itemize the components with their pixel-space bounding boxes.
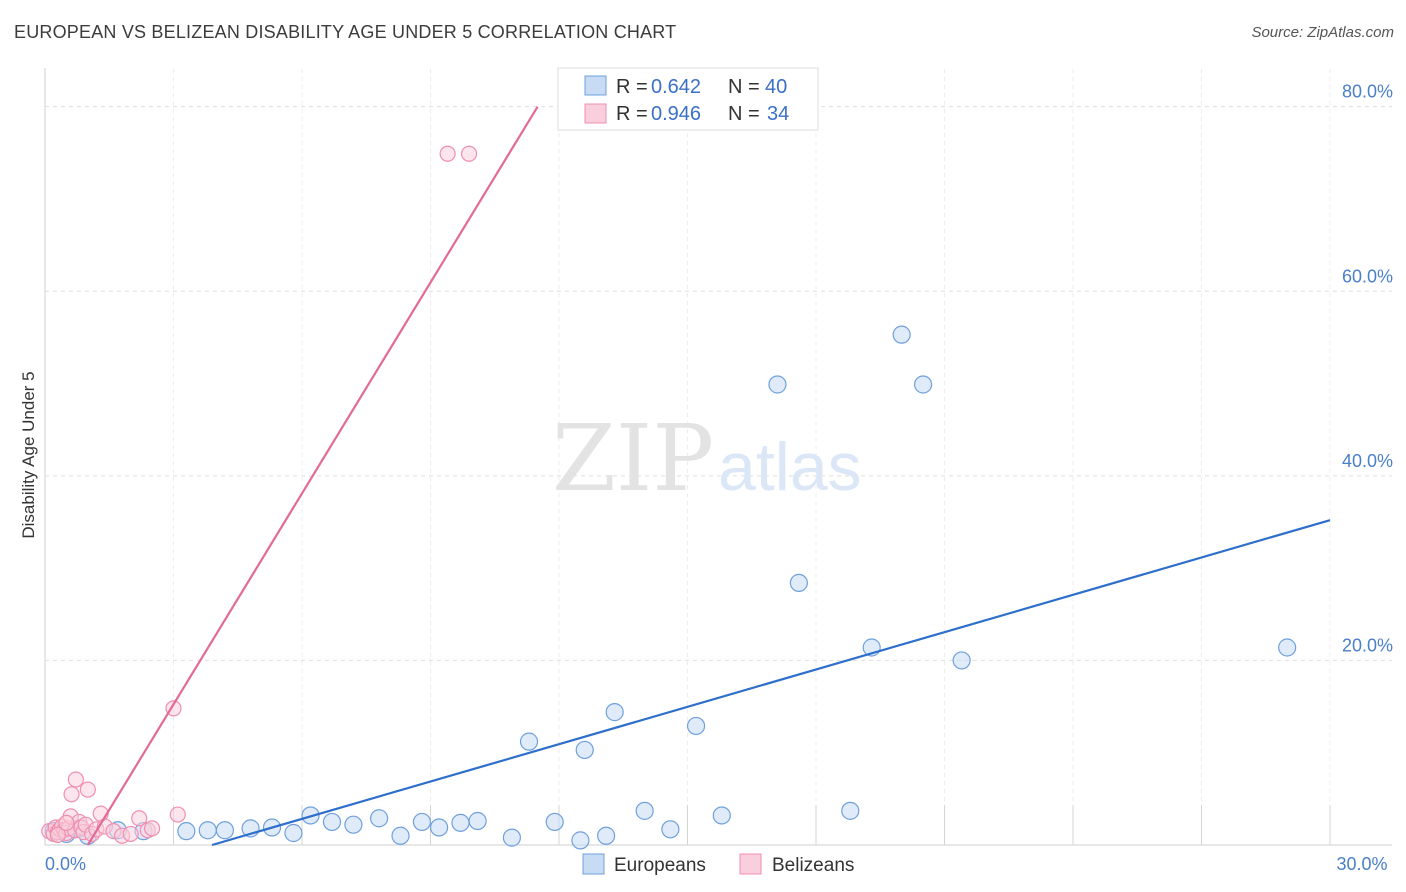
- bottom-legend-swatch-europeans: [582, 853, 605, 875]
- europeans-point-20: [468, 811, 487, 831]
- belizeans-point-27: [143, 820, 161, 837]
- europeans-point-8: [215, 821, 234, 840]
- belizeans-point-33: [58, 814, 75, 831]
- europeans-point-34: [841, 801, 860, 820]
- legend-europeans-r-label: R =: [616, 76, 648, 98]
- source-label: Source: ZipAtlas.com: [1251, 24, 1394, 41]
- chart-title: EUROPEAN VS BELIZEAN DISABILITY AGE UNDE…: [14, 22, 677, 42]
- legend-europeans-n-value: 40: [765, 76, 787, 98]
- europeans-point-13: [322, 812, 342, 832]
- legend-swatch-europeans: [584, 75, 607, 96]
- europeans-point-27: [605, 703, 624, 722]
- europeans-point-19: [451, 813, 470, 832]
- europeans-trendline: [211, 519, 1331, 847]
- europeans-point-29: [661, 820, 680, 839]
- y-tick-labels: 20.0% 40.0% 60.0% 80.0%: [1342, 82, 1393, 656]
- europeans-point-25: [575, 740, 594, 760]
- x-tick-label-0: 0.0%: [45, 854, 86, 874]
- europeans-point-31: [712, 806, 731, 825]
- legend-europeans-r-value: 0.642: [651, 76, 701, 98]
- x-tick-label-30: 30.0%: [1336, 854, 1387, 874]
- belizeans-point-29: [169, 806, 186, 823]
- europeans-point-33: [789, 573, 808, 592]
- europeans-point-32: [768, 375, 787, 394]
- europeans-point-39: [1278, 638, 1297, 657]
- belizeans-trendline: [86, 106, 539, 846]
- europeans-point-24: [571, 831, 590, 850]
- belizeans-point-24: [122, 825, 139, 843]
- belizeans-point-32: [49, 826, 66, 843]
- series-belizeans: [41, 145, 478, 844]
- gridlines: [45, 69, 1392, 845]
- europeans-point-14: [344, 815, 363, 834]
- legend-europeans-n-label: N =: [728, 76, 760, 98]
- belizeans-point-31: [460, 145, 478, 162]
- belizeans-point-25: [131, 810, 148, 827]
- x-tick-labels: 0.0% 30.0%: [45, 854, 1388, 874]
- europeans-point-21: [502, 828, 521, 847]
- europeans-point-23: [545, 812, 564, 832]
- europeans-point-6: [177, 822, 196, 841]
- watermark-zip: ZIP: [552, 405, 714, 512]
- europeans-point-11: [284, 823, 303, 843]
- europeans-point-37: [913, 375, 933, 394]
- bottom-legend-europeans: Europeans: [614, 855, 706, 876]
- y-axis-label: Disability Age Under 5: [19, 371, 38, 538]
- europeans-point-38: [952, 651, 971, 670]
- europeans-point-26: [597, 826, 616, 845]
- europeans-point-16: [391, 826, 410, 845]
- series-legend: Europeans Belizeans: [582, 853, 854, 876]
- correlation-legend: R = 0.642 N = 40 R = 0.946 N = 34: [557, 67, 819, 131]
- legend-belizeans-n-value: 34: [767, 103, 789, 125]
- legend-belizeans-r-label: R =: [616, 103, 648, 125]
- bottom-legend-belizeans: Belizeans: [772, 855, 854, 876]
- belizeans-point-10: [63, 786, 80, 803]
- belizeans-point-12: [67, 771, 84, 788]
- europeans-point-7: [198, 821, 217, 840]
- y-tick-label-80: 80.0%: [1342, 82, 1393, 102]
- legend-belizeans-n-label: N =: [728, 103, 760, 125]
- y-tick-label-20: 20.0%: [1342, 635, 1393, 655]
- y-tick-label-40: 40.0%: [1342, 451, 1393, 471]
- legend-swatch-belizeans: [584, 103, 607, 124]
- europeans-point-17: [412, 812, 432, 832]
- europeans-point-18: [429, 818, 449, 837]
- europeans-point-28: [635, 801, 654, 820]
- europeans-point-36: [892, 325, 911, 344]
- europeans-point-15: [370, 809, 389, 828]
- belizeans-point-17: [79, 781, 96, 798]
- y-tick-label-60: 60.0%: [1342, 266, 1393, 286]
- europeans-point-30: [686, 716, 706, 736]
- belizeans-point-30: [439, 145, 456, 162]
- legend-belizeans-r-value: 0.946: [651, 103, 701, 125]
- watermark-atlas: atlas: [718, 429, 862, 505]
- bottom-legend-swatch-belizeans: [739, 853, 762, 875]
- trend-lines: [86, 106, 1331, 847]
- europeans-point-22: [519, 732, 539, 751]
